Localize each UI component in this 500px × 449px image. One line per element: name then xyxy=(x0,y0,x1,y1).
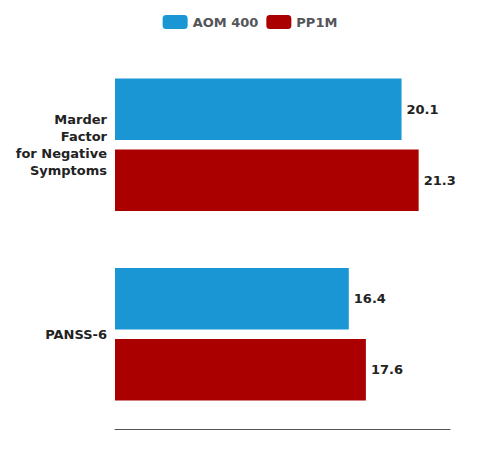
svg-text:AOM 400: AOM 400 xyxy=(193,15,259,30)
svg-text:17.6: 17.6 xyxy=(371,362,403,377)
svg-text:PP1M: PP1M xyxy=(296,15,337,30)
svg-text:16.4: 16.4 xyxy=(354,291,386,306)
svg-text:PANSS-6: PANSS-6 xyxy=(45,327,107,342)
svg-text:20.1: 20.1 xyxy=(407,102,439,117)
svg-text:Factor: Factor xyxy=(61,129,108,144)
svg-text:21.3: 21.3 xyxy=(424,173,456,188)
svg-text:Symptoms: Symptoms xyxy=(30,163,107,178)
svg-text:for Negative: for Negative xyxy=(16,146,107,161)
svg-text:Marder: Marder xyxy=(54,112,107,127)
